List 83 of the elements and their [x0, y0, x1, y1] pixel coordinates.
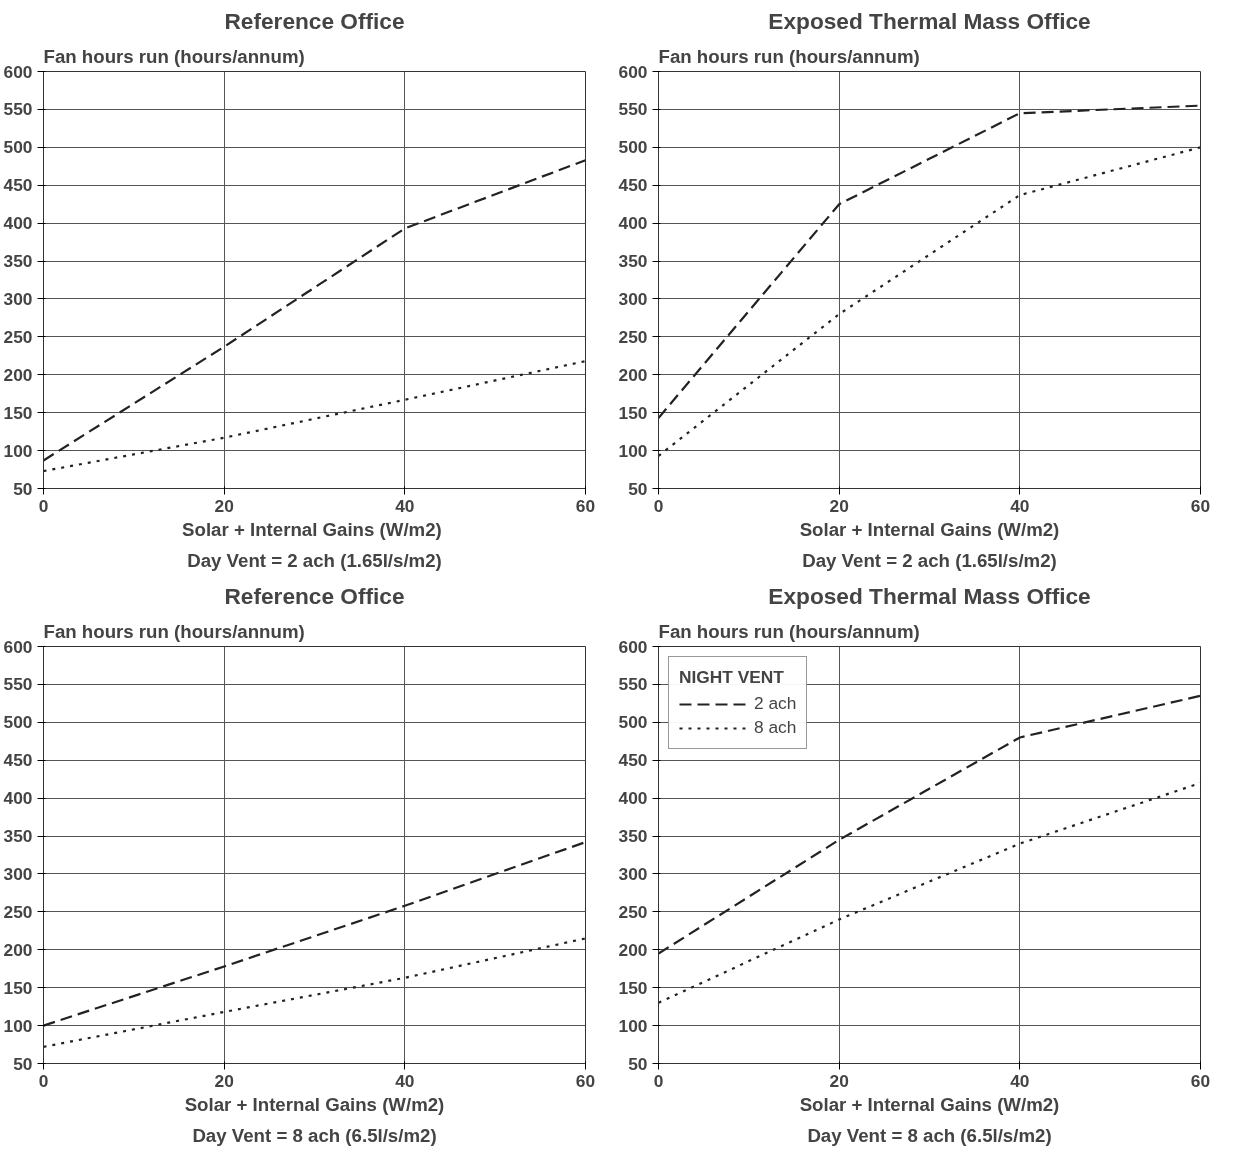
y-tick-label: 500: [618, 137, 648, 158]
y-tick-label: 200: [3, 939, 33, 960]
y-tick-label: 550: [618, 674, 648, 695]
y-tick-label: 100: [3, 440, 33, 461]
y-tick-label: 400: [3, 213, 33, 234]
y-tick-label: 100: [3, 1015, 33, 1036]
y-tick-label: 250: [3, 901, 33, 922]
x-axis-title: Solar + Internal Gains (W/m2): [799, 1093, 1060, 1115]
x-tick-label: 0: [653, 495, 664, 516]
x-tick-label: 20: [214, 1070, 234, 1091]
y-tick-label: 250: [618, 901, 648, 922]
x-tick-label: 60: [1190, 495, 1211, 516]
x-tick-label: 60: [575, 495, 596, 516]
y-tick-label: 300: [618, 288, 648, 309]
text: Day Vent = 2 ach (1.65l/s/m2): [802, 549, 1057, 571]
chart-title: Exposed Thermal Mass Office: [768, 7, 1091, 34]
y-tick-label: 350: [3, 251, 33, 272]
chart-title: Reference Office: [224, 7, 405, 34]
legend-label: 2 ach: [754, 693, 797, 714]
y-tick-label: 450: [3, 175, 33, 196]
y-tick-label: 50: [13, 478, 33, 499]
x-tick-label: 60: [575, 1070, 596, 1091]
x-tick-label: 20: [214, 495, 234, 516]
y-tick-label: 200: [3, 364, 33, 385]
y-tick-label: 600: [618, 61, 648, 82]
y-tick-label: 250: [3, 326, 33, 347]
x-axis-title: Solar + Internal Gains (W/m2): [184, 1093, 445, 1115]
y-tick-label: 350: [618, 826, 648, 847]
y-tick-label: 500: [3, 137, 33, 158]
y-tick-label: 400: [618, 213, 648, 234]
x-tick-label: 20: [829, 495, 849, 516]
y-axis-title: Fan hours run (hours/annum): [43, 620, 305, 642]
y-tick-label: 600: [3, 636, 33, 657]
y-tick-label: 400: [618, 788, 648, 809]
text: Day Vent = 2 ach (1.65l/s/m2): [187, 549, 442, 571]
y-axis-title: Fan hours run (hours/annum): [43, 45, 305, 67]
x-tick-label: 60: [1190, 1070, 1211, 1091]
x-tick-label: 40: [1010, 495, 1030, 516]
y-tick-label: 150: [3, 977, 33, 998]
y-tick-label: 500: [618, 712, 648, 733]
x-axis-title: Solar + Internal Gains (W/m2): [799, 518, 1060, 540]
x-tick-label: 0: [38, 495, 49, 516]
y-tick-label: 200: [618, 939, 648, 960]
x-tick-label: 0: [38, 1070, 49, 1091]
y-tick-label: 50: [628, 478, 648, 499]
text: Day Vent = 8 ach (6.5l/s/m2): [807, 1124, 1052, 1146]
x-tick-label: 0: [653, 1070, 664, 1091]
y-axis-title: Fan hours run (hours/annum): [658, 620, 920, 642]
y-tick-label: 350: [3, 826, 33, 847]
y-tick-label: 250: [618, 326, 648, 347]
y-tick-label: 350: [618, 251, 648, 272]
y-tick-label: 550: [3, 674, 33, 695]
y-tick-label: 150: [3, 402, 33, 423]
x-tick-label: 40: [1010, 1070, 1030, 1091]
y-tick-label: 500: [3, 712, 33, 733]
y-tick-label: 550: [618, 99, 648, 120]
y-tick-label: 300: [618, 863, 648, 884]
legend-title: NIGHT VENT: [679, 667, 785, 688]
y-tick-label: 300: [3, 863, 33, 884]
y-tick-label: 50: [13, 1053, 33, 1074]
y-tick-label: 450: [618, 750, 648, 771]
y-tick-label: 100: [618, 1015, 648, 1036]
y-tick-label: 600: [618, 636, 648, 657]
chart-title: Exposed Thermal Mass Office: [768, 582, 1091, 609]
x-axis-title: Solar + Internal Gains (W/m2): [182, 518, 442, 540]
y-tick-label: 450: [3, 750, 33, 771]
y-tick-label: 600: [3, 61, 33, 82]
y-tick-label: 150: [618, 977, 648, 998]
x-tick-label: 20: [829, 1070, 849, 1091]
y-tick-label: 400: [3, 788, 33, 809]
chart-title: Reference Office: [224, 582, 405, 609]
text: Day Vent = 8 ach (6.5l/s/m2): [192, 1124, 437, 1146]
y-tick-label: 200: [618, 364, 648, 385]
y-tick-label: 100: [618, 440, 648, 461]
y-tick-label: 150: [618, 402, 648, 423]
x-tick-label: 40: [395, 495, 415, 516]
y-axis-title: Fan hours run (hours/annum): [658, 45, 920, 67]
y-tick-label: 300: [3, 288, 33, 309]
legend-label: 8 ach: [754, 717, 797, 738]
y-tick-label: 550: [3, 99, 33, 120]
y-tick-label: 450: [618, 175, 648, 196]
x-tick-label: 40: [395, 1070, 415, 1091]
y-tick-label: 50: [628, 1053, 648, 1074]
